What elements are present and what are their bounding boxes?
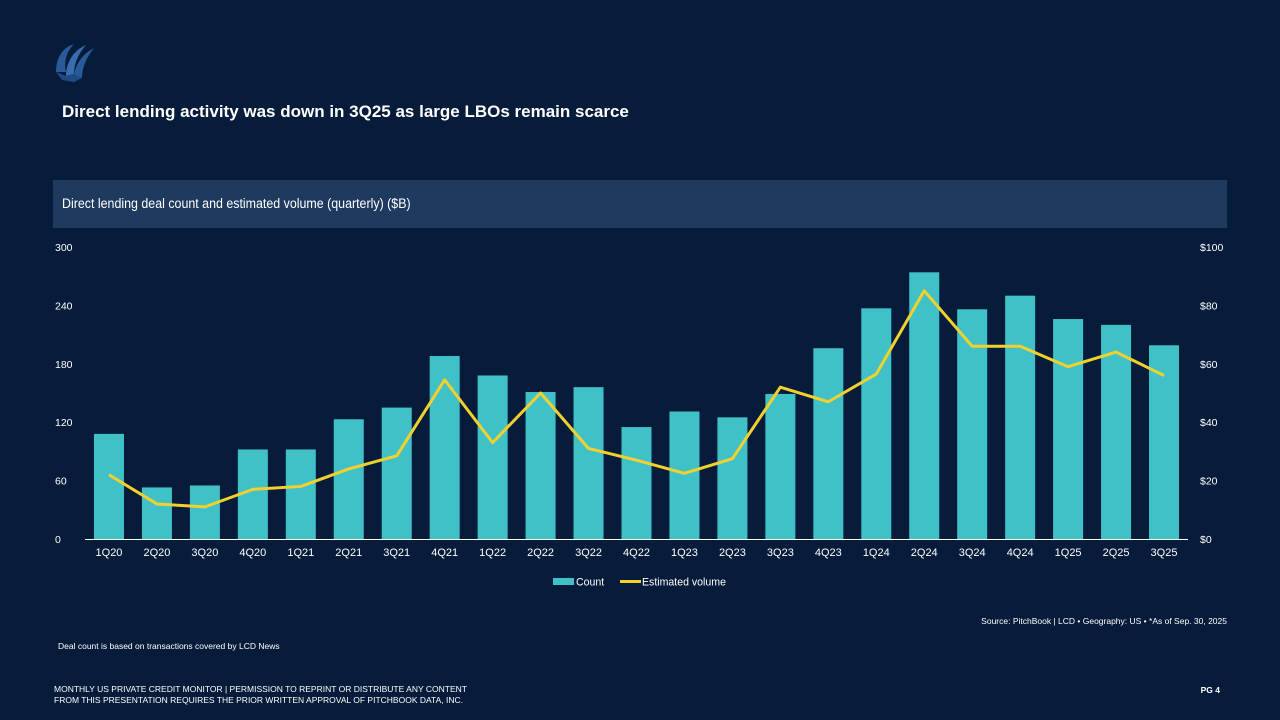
x-tick-label: 1Q21 (287, 547, 314, 559)
x-tick-label: 2Q20 (143, 547, 170, 559)
x-tick-label: 2Q22 (527, 547, 554, 559)
x-tick-label: 3Q21 (383, 547, 410, 559)
left-tick-label: 240 (55, 300, 73, 312)
count-bar (477, 375, 508, 539)
estimated-volume-points (108, 290, 1165, 507)
x-tick-label: 4Q21 (431, 547, 458, 559)
left-tick-label: 0 (55, 534, 61, 546)
x-tick-label: 4Q20 (239, 547, 266, 559)
x-tick-label: 2Q23 (719, 547, 746, 559)
x-axis-labels: 1Q20 2Q20 3Q20 4Q20 1Q21 2Q21 3Q21 4Q21 1Q22 2Q22… (96, 547, 1178, 559)
page-number: PG 4 (1200, 685, 1220, 695)
chart-title: Direct lending deal count and estimated … (62, 196, 411, 211)
count-bar (717, 417, 748, 539)
x-tick-label: 1Q20 (96, 547, 123, 559)
source-note: Source: PitchBook | LCD • Geography: US … (981, 616, 1227, 626)
count-bar (1053, 319, 1084, 539)
count-bar (669, 411, 700, 539)
chart-title-bar: Direct lending deal count and estimated … (53, 180, 1227, 228)
footer-line-1: MONTHLY US PRIVATE CREDIT MONITOR | PERM… (54, 684, 467, 694)
left-tick-label: 60 (55, 476, 67, 488)
x-tick-label: 2Q25 (1103, 547, 1130, 559)
right-axis: $0 $20 $40 $60 $80 $100 (1200, 242, 1224, 546)
x-tick-label: 2Q24 (911, 547, 938, 559)
count-bar (141, 487, 172, 539)
x-tick-label: 1Q25 (1055, 547, 1082, 559)
right-tick-label: $20 (1200, 476, 1218, 488)
left-axis: 0 60 120 180 240 300 (55, 242, 73, 546)
right-tick-label: $80 (1200, 300, 1218, 312)
right-tick-label: $40 (1200, 417, 1218, 429)
count-bar (381, 407, 412, 539)
left-tick-label: 120 (55, 417, 73, 429)
count-bar (909, 272, 940, 539)
count-bar (525, 392, 556, 539)
right-tick-label: $0 (1200, 534, 1212, 546)
right-tick-label: $60 (1200, 359, 1218, 371)
chart: 0 60 120 180 240 300 $0 $20 $40 $60 $80 $100 1Q20 2… (55, 242, 1224, 589)
x-tick-label: 4Q22 (623, 547, 650, 559)
footnote: Deal count is based on transactions cove… (58, 641, 280, 651)
count-bar (765, 393, 796, 539)
x-tick-label: 3Q20 (191, 547, 218, 559)
count-bar (621, 427, 652, 539)
right-tick-label: $100 (1200, 242, 1224, 254)
count-bars (93, 272, 1180, 539)
count-bar (957, 309, 988, 539)
left-tick-label: 180 (55, 359, 73, 371)
count-bar (1149, 345, 1180, 539)
count-bar (285, 449, 316, 539)
count-bar (93, 433, 124, 539)
count-bar (429, 356, 460, 539)
footer-line-2: FROM THIS PRESENTATION REQUIRES THE PRIO… (54, 695, 463, 705)
legend-count-label: Count (576, 576, 604, 588)
left-tick-label: 300 (55, 242, 73, 254)
x-tick-label: 1Q24 (863, 547, 890, 559)
count-bar (189, 485, 220, 539)
legend: Count Estimated volume (553, 576, 726, 589)
count-bar (861, 308, 892, 539)
x-tick-label: 4Q23 (815, 547, 842, 559)
page-title: Direct lending activity was down in 3Q25… (62, 102, 629, 121)
legend-count-swatch (553, 578, 574, 585)
count-bar (333, 419, 364, 539)
x-tick-label: 1Q23 (671, 547, 698, 559)
x-tick-label: 3Q23 (767, 547, 794, 559)
count-bar (573, 387, 604, 539)
x-tick-label: 1Q22 (479, 547, 506, 559)
x-tick-label: 3Q25 (1151, 547, 1178, 559)
footer-disclaimer: MONTHLY US PRIVATE CREDIT MONITOR | PERM… (54, 684, 467, 706)
count-bar (1005, 295, 1036, 539)
count-bar (1101, 324, 1132, 539)
x-tick-label: 3Q22 (575, 547, 602, 559)
pitchbook-logo-icon (56, 44, 94, 82)
count-bar (813, 348, 844, 539)
x-tick-label: 4Q24 (1007, 547, 1034, 559)
x-tick-label: 3Q24 (959, 547, 986, 559)
legend-volume-label: Estimated volume (642, 576, 726, 588)
x-tick-label: 2Q21 (335, 547, 362, 559)
